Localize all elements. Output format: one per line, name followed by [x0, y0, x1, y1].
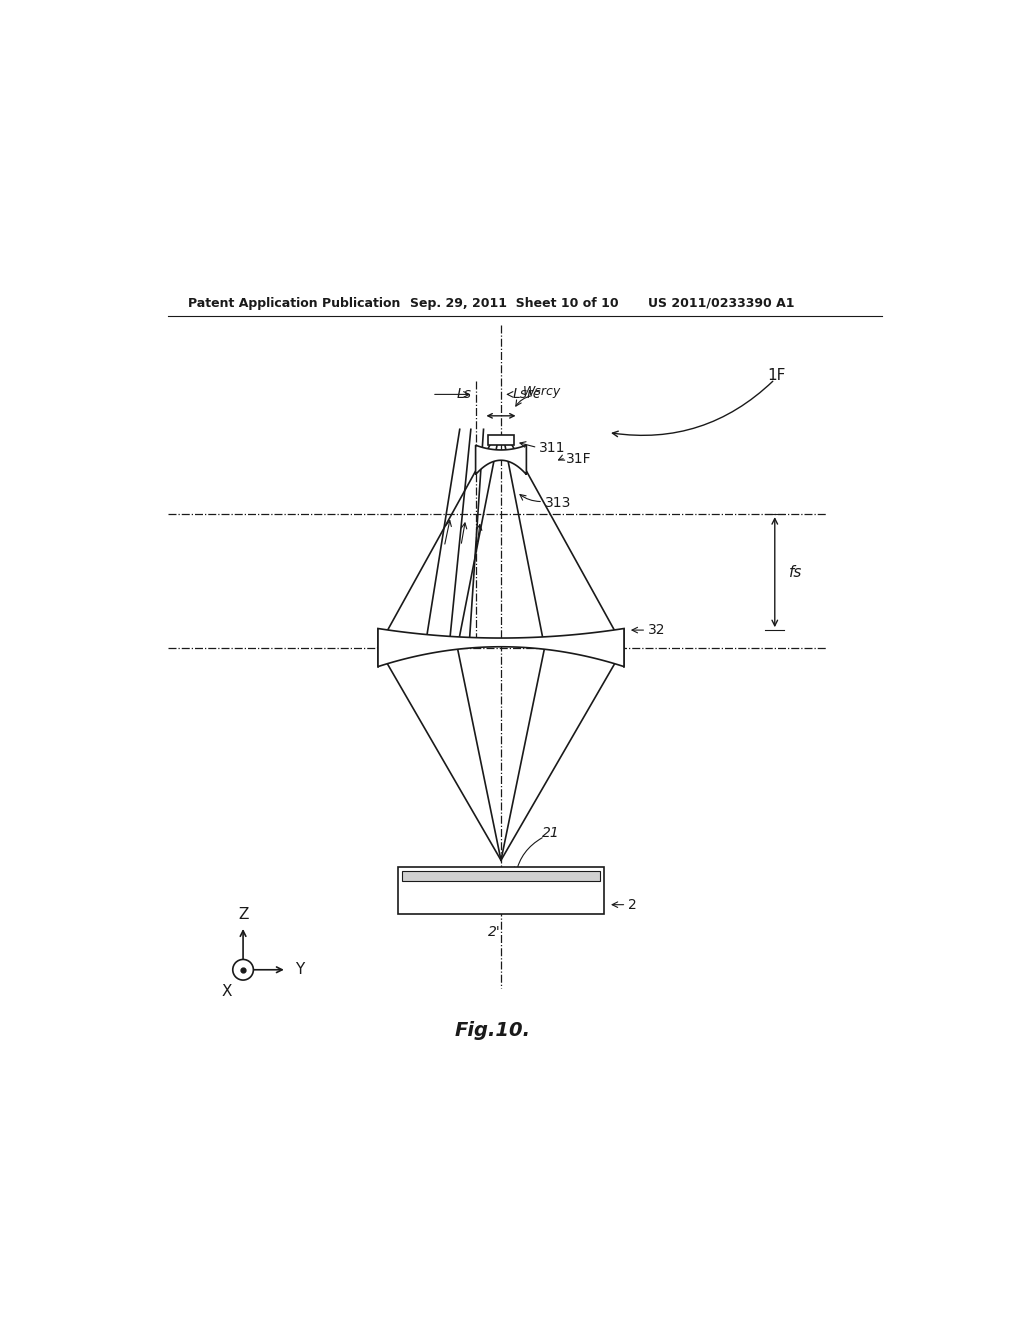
- Text: 1F: 1F: [767, 368, 785, 383]
- Text: X: X: [222, 985, 232, 999]
- Text: 32: 32: [648, 623, 666, 638]
- Text: Fig.10.: Fig.10.: [455, 1020, 531, 1040]
- Text: 31F: 31F: [566, 451, 592, 466]
- Text: Z: Z: [238, 907, 248, 923]
- Polygon shape: [378, 628, 624, 667]
- Text: fs: fs: [790, 565, 803, 579]
- Text: 311: 311: [539, 441, 565, 455]
- Text: 2': 2': [488, 925, 501, 939]
- Bar: [487, 434, 514, 445]
- Text: US 2011/0233390 A1: US 2011/0233390 A1: [648, 297, 795, 310]
- Text: Ls: Ls: [457, 387, 472, 401]
- Polygon shape: [475, 445, 526, 475]
- Bar: [401, 871, 600, 880]
- Text: 313: 313: [545, 496, 571, 510]
- Text: Sep. 29, 2011  Sheet 10 of 10: Sep. 29, 2011 Sheet 10 of 10: [410, 297, 618, 310]
- Bar: [397, 867, 604, 915]
- Text: Y: Y: [295, 962, 304, 977]
- Text: Wsrcy: Wsrcy: [523, 385, 561, 399]
- Text: 2: 2: [628, 898, 637, 912]
- Text: 21: 21: [543, 826, 560, 841]
- Text: Patent Application Publication: Patent Application Publication: [187, 297, 400, 310]
- Circle shape: [232, 960, 253, 979]
- Text: Lsrc: Lsrc: [513, 387, 542, 401]
